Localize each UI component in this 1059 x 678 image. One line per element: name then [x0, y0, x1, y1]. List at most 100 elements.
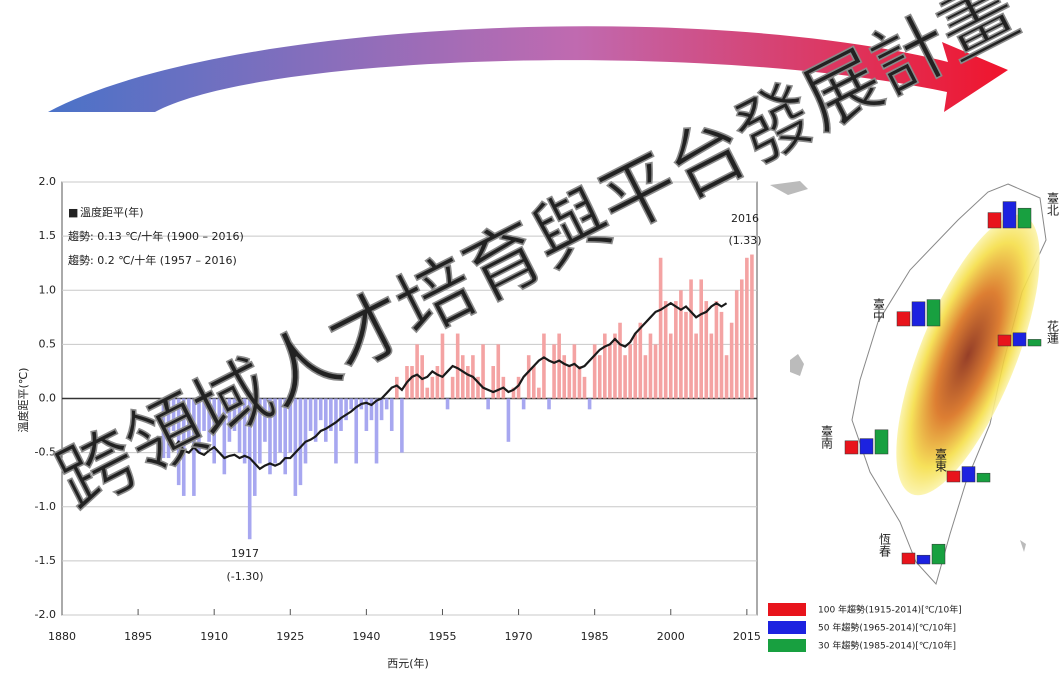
bar: [659, 258, 663, 399]
station-bar: [988, 213, 1001, 228]
bar: [522, 399, 526, 410]
bar: [588, 399, 592, 410]
bar: [562, 355, 566, 398]
bar: [644, 355, 648, 398]
slide: -2.0-1.5-1.0-0.50.00.51.01.52.0188018951…: [0, 0, 1059, 678]
station-bar: [998, 335, 1011, 346]
bar: [542, 334, 546, 399]
bar: [654, 344, 658, 398]
bar: [578, 366, 582, 398]
station-label: 臺東: [934, 447, 948, 472]
annotation: 1917: [231, 547, 259, 560]
bar: [603, 334, 607, 399]
bar: [704, 301, 708, 398]
legend-label: 100 年趨勢(1915-2014)[℃/10年]: [818, 604, 962, 616]
bar: [375, 399, 379, 464]
map: [770, 181, 1059, 584]
y-axis-title: 溫度距平(℃): [16, 368, 30, 433]
bar: [664, 301, 668, 398]
legend-swatch: [768, 603, 806, 616]
bar: [547, 399, 551, 410]
legend-label: 30 年趨勢(1985-2014)[℃/10年]: [818, 640, 956, 652]
x-tick-label: 1955: [428, 630, 456, 643]
bar: [507, 399, 511, 442]
bar: [633, 334, 637, 399]
bar: [370, 399, 374, 421]
annotation: (1.33): [728, 234, 761, 247]
map-legend: 100 年趨勢(1915-2014)[℃/10年] 50 年趨勢(1965-201…: [768, 603, 962, 652]
legend-label: 溫度距平(年): [80, 205, 144, 219]
y-tick-label: 0.0: [39, 392, 57, 405]
x-tick-label: 1895: [124, 630, 152, 643]
bar: [715, 301, 719, 398]
bar: [532, 366, 536, 398]
bar: [567, 366, 571, 398]
station-bar: [1003, 202, 1016, 228]
bar: [527, 355, 531, 398]
bar: [750, 255, 754, 399]
station-bar: [932, 544, 945, 564]
bar: [649, 334, 653, 399]
page: -2.0-1.5-1.0-0.50.00.51.01.52.0188018951…: [0, 0, 1059, 678]
y-tick-label: 0.5: [39, 337, 57, 350]
bar: [628, 344, 632, 398]
bar: [730, 323, 734, 399]
x-tick-label: 1910: [200, 630, 228, 643]
bar: [436, 366, 440, 398]
bar: [613, 334, 617, 399]
bar: [344, 399, 348, 421]
bar: [694, 334, 698, 399]
trend-text: 趨勢: 0.13 ℃/十年 (1900 – 2016): [68, 229, 244, 243]
bar: [618, 323, 622, 399]
station-bar: [902, 553, 915, 564]
bar: [684, 312, 688, 399]
bar: [400, 399, 404, 453]
station-bar: [912, 302, 925, 326]
bar: [451, 377, 455, 399]
station-bar: [962, 467, 975, 482]
station-bar: [927, 300, 940, 326]
y-tick-label: 1.5: [39, 229, 57, 242]
bar: [623, 355, 627, 398]
station-bar: [917, 555, 930, 564]
bar: [735, 290, 739, 398]
bar: [425, 388, 429, 399]
bar: [410, 366, 414, 398]
bar: [456, 334, 460, 399]
y-tick-label: -1.0: [35, 500, 56, 513]
station-label: 臺南: [820, 424, 834, 449]
bar: [583, 377, 587, 399]
bar: [598, 355, 602, 398]
y-tick-label: -2.0: [35, 608, 56, 621]
bar: [639, 323, 643, 399]
y-tick-label: 1.0: [39, 283, 57, 296]
x-tick-label: 2000: [657, 630, 685, 643]
bar: [481, 344, 485, 398]
x-tick-label: 1880: [48, 630, 76, 643]
bar: [380, 399, 384, 421]
bar: [674, 301, 678, 398]
legend-swatch: [768, 621, 806, 634]
station-bar: [860, 439, 873, 454]
bar: [334, 399, 338, 464]
annotation: (-1.30): [226, 570, 263, 583]
legend-label: 50 年趨勢(1965-2014)[℃/10年]: [818, 622, 956, 634]
bar: [466, 366, 470, 398]
bar: [608, 344, 612, 398]
x-axis-title: 西元(年): [387, 656, 429, 670]
bar: [461, 355, 465, 398]
station-bar: [1013, 333, 1026, 346]
bar: [679, 290, 683, 398]
bar: [552, 344, 556, 398]
legend-marker: ■: [68, 206, 78, 219]
x-tick-label: 1985: [581, 630, 609, 643]
legend-swatch: [768, 639, 806, 652]
y-tick-label: -1.5: [35, 554, 56, 567]
bar: [699, 279, 703, 398]
bar: [491, 366, 495, 398]
bar: [390, 399, 394, 431]
bar: [385, 399, 389, 410]
bar: [349, 399, 353, 410]
bar: [710, 334, 714, 399]
x-tick-label: 2015: [733, 630, 761, 643]
